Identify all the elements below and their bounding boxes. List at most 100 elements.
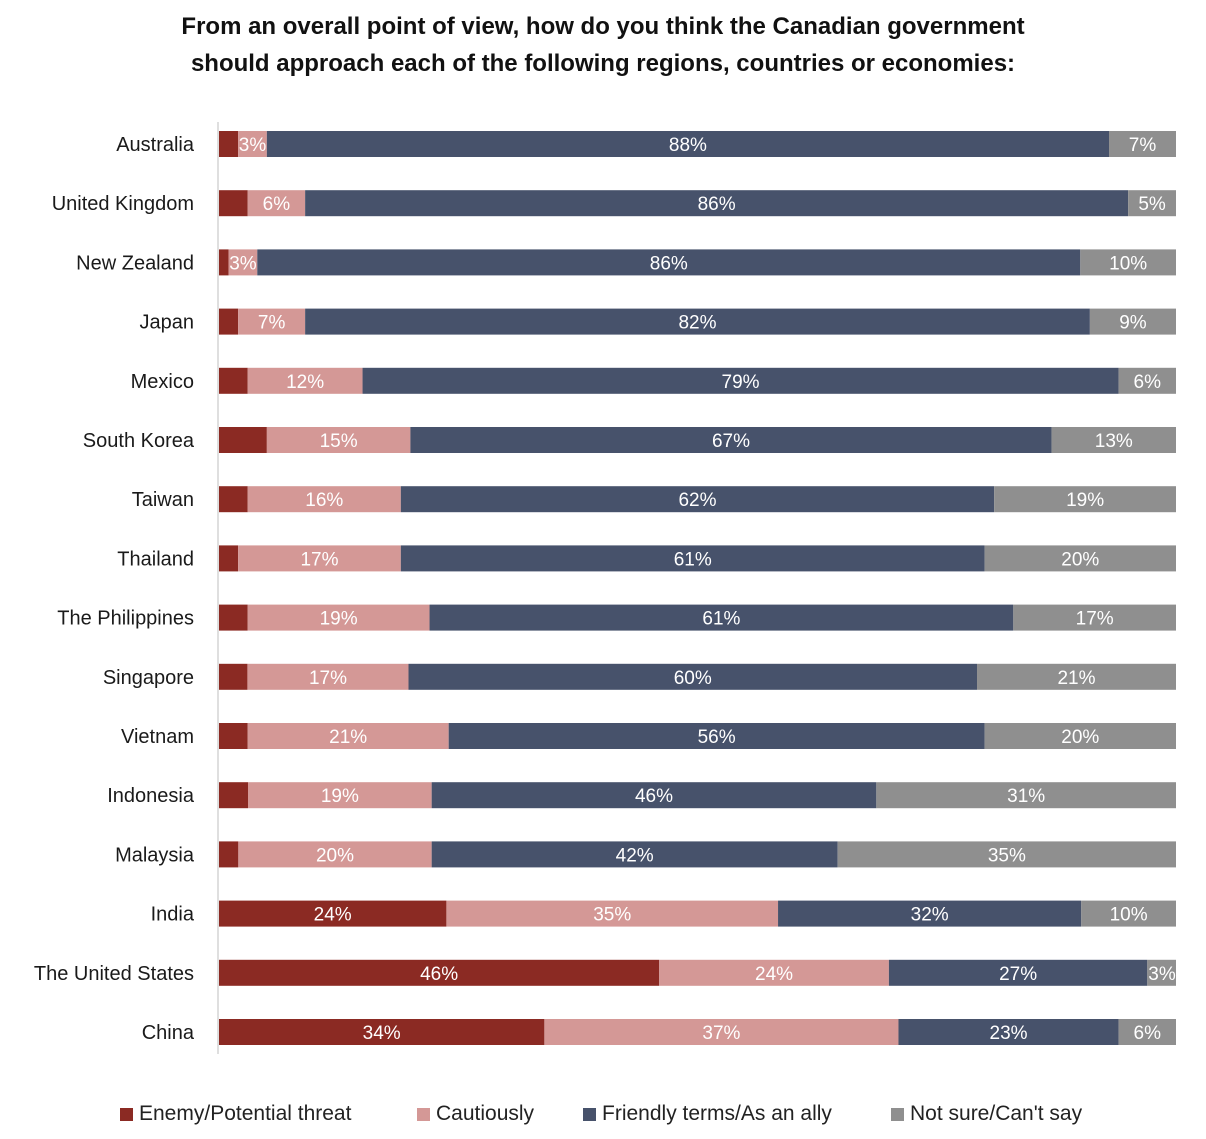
category-label: Malaysia <box>115 844 195 866</box>
data-label: 19% <box>1066 490 1104 511</box>
bar-segment-friendly-terms-as-an-ally <box>408 663 978 690</box>
data-label: 3% <box>1148 964 1176 985</box>
data-label: 42% <box>616 845 654 866</box>
bar-segment-cautiously <box>446 900 779 927</box>
legend-swatch-cautiously <box>417 1107 430 1121</box>
bar-segment-not-sure-can-t-say <box>1147 959 1176 986</box>
bar-segment-not-sure-can-t-say <box>1051 427 1176 453</box>
data-label: 34% <box>363 1023 401 1044</box>
bar-segment-enemy-potential-threat <box>219 427 267 453</box>
category-label: India <box>151 904 195 926</box>
category-label: Japan <box>140 312 195 334</box>
chart-title-line-2: should approach each of the following re… <box>190 50 1016 77</box>
category-label: South Korea <box>83 430 195 452</box>
bar-segment-friendly-terms-as-an-ally <box>266 131 1110 157</box>
data-label: 3% <box>229 253 257 274</box>
bar-row-vietnam: Vietnam 21% 56% 20% <box>121 723 1176 749</box>
data-label: 46% <box>420 964 458 985</box>
data-label: 23% <box>990 1023 1028 1044</box>
bar-segment-enemy-potential-threat <box>219 663 248 690</box>
bar-segment-enemy-potential-threat <box>219 367 248 394</box>
bar-segment-enemy-potential-threat <box>219 959 660 986</box>
data-label: 61% <box>674 549 712 570</box>
data-label: 35% <box>988 845 1026 866</box>
bar-row-china: China 34% 37% 23% 6% <box>142 1019 1176 1045</box>
data-label: 16% <box>305 490 343 511</box>
legend-label-enemy: Enemy/Potential threat <box>139 1102 352 1125</box>
legend-label-cautiously: Cautiously <box>436 1102 535 1125</box>
stacked-bar-chart: Australia 3% 88% 7% United Kingdom 6% 86% 5% New… <box>34 122 1176 1054</box>
bar-segment-enemy-potential-threat <box>219 486 248 513</box>
data-label: 10% <box>1109 253 1147 274</box>
data-label: 46% <box>635 786 673 807</box>
bar-segment-friendly-terms-as-an-ally <box>400 486 995 513</box>
legend-label-friendly: Friendly terms/As an ally <box>602 1102 832 1125</box>
bar-segment-cautiously <box>247 604 430 631</box>
data-label: 20% <box>316 845 354 866</box>
bar-row-australia: Australia 3% 88% 7% <box>116 131 1176 157</box>
category-label: United Kingdom <box>52 193 194 215</box>
bar-row-new-zealand: New Zealand 3% 86% 10% <box>76 249 1176 276</box>
data-label: 17% <box>300 549 338 570</box>
bar-segment-enemy-potential-threat <box>219 782 248 809</box>
bar-segment-cautiously <box>247 190 306 217</box>
legend-swatch-enemy <box>120 1107 133 1121</box>
bar-segment-friendly-terms-as-an-ally <box>429 604 1014 631</box>
data-label: 61% <box>702 609 740 630</box>
bar-segment-not-sure-can-t-say <box>1109 131 1176 157</box>
data-label: 27% <box>999 964 1037 985</box>
data-label: 24% <box>755 964 793 985</box>
category-label: Mexico <box>131 371 194 393</box>
category-label: Thailand <box>117 548 194 570</box>
data-label: 56% <box>698 727 736 748</box>
bar-segment-enemy-potential-threat <box>219 841 239 868</box>
category-label: The United States <box>34 963 194 985</box>
bar-row-indonesia: Indonesia 19% 46% 31% <box>107 782 1176 809</box>
bar-row-japan: Japan 7% 82% 9% <box>140 308 1176 335</box>
bar-segment-enemy-potential-threat <box>219 131 239 157</box>
legend-item-cautiously: Cautiously <box>417 1098 534 1130</box>
category-label: Taiwan <box>132 489 194 511</box>
bar-segment-friendly-terms-as-an-ally <box>898 1019 1119 1045</box>
bar-segment-not-sure-can-t-say <box>1118 367 1176 394</box>
bar-segment-enemy-potential-threat <box>219 604 248 631</box>
bar-segment-friendly-terms-as-an-ally <box>305 190 1129 217</box>
category-label: China <box>142 1022 195 1044</box>
bar-segment-enemy-potential-threat <box>219 190 248 217</box>
data-label: 35% <box>593 905 631 926</box>
data-label: 6% <box>1134 1023 1162 1044</box>
category-label: Indonesia <box>107 785 195 807</box>
bar-segment-cautiously <box>238 131 267 157</box>
bar-row-south-korea: South Korea 15% 67% 13% <box>83 427 1176 453</box>
data-label: 19% <box>320 609 358 630</box>
category-label: Singapore <box>103 667 194 689</box>
data-label: 20% <box>1061 549 1099 570</box>
legend-item-enemy: Enemy/Potential threat <box>120 1098 351 1130</box>
data-label: 17% <box>1076 609 1114 630</box>
chart-title: From an overall point of view, how do yo… <box>0 8 1206 82</box>
bar-segment-cautiously <box>247 486 401 513</box>
bar-row-malaysia: Malaysia 20% 42% 35% <box>115 841 1176 868</box>
bar-segment-friendly-terms-as-an-ally <box>305 308 1090 335</box>
legend-item-friendly: Friendly terms/As an ally <box>583 1098 832 1130</box>
bar-row-taiwan: Taiwan 16% 62% 19% <box>132 486 1176 513</box>
category-label: The Philippines <box>57 608 194 630</box>
data-label: 17% <box>309 668 347 689</box>
bar-row-mexico: Mexico 12% 79% 6% <box>131 367 1176 394</box>
bar-segment-cautiously <box>238 545 401 572</box>
bar-segment-enemy-potential-threat <box>219 308 239 335</box>
bar-segment-friendly-terms-as-an-ally <box>410 427 1052 453</box>
data-label: 5% <box>1138 194 1166 215</box>
bar-segment-cautiously <box>247 723 449 749</box>
data-label: 60% <box>674 668 712 689</box>
chart-legend: Enemy/Potential threat Cautiously Friend… <box>0 1098 1206 1130</box>
bar-segment-friendly-terms-as-an-ally <box>431 841 838 868</box>
data-label: 86% <box>698 194 736 215</box>
data-label: 13% <box>1095 431 1133 452</box>
bar-segment-not-sure-can-t-say <box>1118 1019 1176 1045</box>
data-label: 12% <box>286 372 324 393</box>
bar-segment-cautiously <box>544 1019 899 1045</box>
data-label: 86% <box>650 253 688 274</box>
data-label: 3% <box>239 135 267 156</box>
bar-segment-cautiously <box>238 308 306 335</box>
